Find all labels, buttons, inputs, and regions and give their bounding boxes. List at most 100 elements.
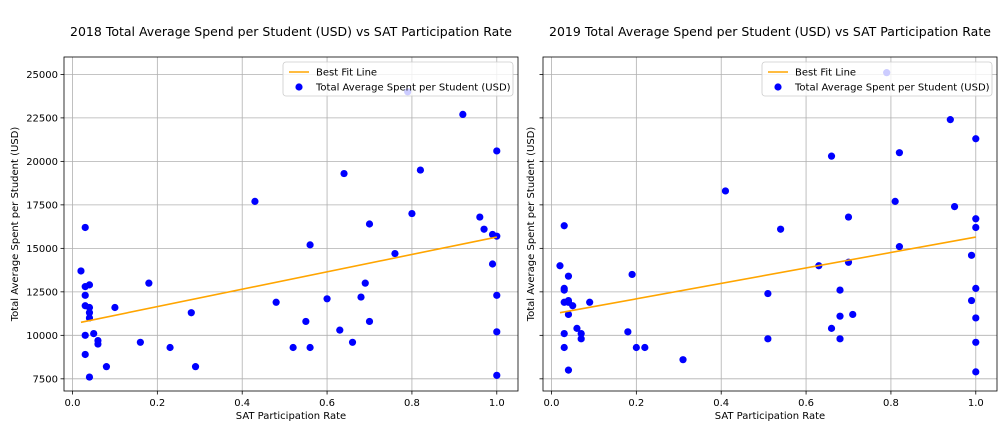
scatter-point: [569, 302, 577, 310]
scatter-point: [289, 343, 297, 352]
plot-frame: [542, 56, 998, 392]
scatter-point: [967, 251, 976, 259]
legend-label: Best Fit Line: [316, 68, 377, 79]
scatter-point: [946, 116, 954, 124]
scatter-point: [972, 338, 980, 346]
scatter-point: [102, 363, 111, 371]
scatter-point: [408, 209, 416, 218]
scatter-point: [764, 289, 772, 298]
scatter-point: [849, 310, 857, 319]
scatter-point: [844, 213, 853, 221]
x-tick-label: 0.0: [544, 398, 560, 409]
scatter-point: [85, 303, 94, 312]
scatter-point: [624, 328, 632, 336]
x-tick-label: 0.8: [883, 398, 899, 409]
x-tick-label: 0.8: [404, 398, 420, 409]
y-tick-label: 22500: [26, 113, 58, 124]
scatter-point: [493, 232, 501, 240]
legend-label: Best Fit Line: [795, 68, 856, 79]
scatter-point: [111, 303, 119, 312]
x-tick-label: 0.0: [65, 398, 81, 409]
x-tick-label: 0.6: [798, 398, 814, 409]
scatter-point: [272, 298, 280, 306]
scatter-point: [77, 267, 85, 275]
scatter-point: [251, 197, 259, 205]
scatter-point: [721, 187, 730, 195]
scatter-point: [306, 241, 314, 249]
scatter-point: [972, 135, 980, 143]
chart-title: 2018 Total Average Spend per Student (US…: [70, 24, 512, 39]
y-tick-label: 25000: [26, 70, 58, 81]
scatter-point: [361, 279, 369, 287]
scatter-point: [493, 328, 501, 336]
legend-box: [282, 61, 514, 97]
scatter-point: [85, 309, 94, 317]
scatter-point: [81, 350, 89, 359]
legend-label: Total Average Spent per Student (USD): [794, 83, 990, 94]
legend-point-swatch: [295, 83, 303, 91]
scatter-point: [560, 222, 568, 230]
y-tick-label: 15000: [26, 244, 58, 255]
scatter-point: [827, 324, 836, 332]
x-tick-label: 0.6: [319, 398, 335, 409]
y-tick-label: 10000: [26, 331, 58, 342]
scatter-point: [493, 147, 501, 155]
scatter-point: [632, 343, 640, 352]
scatter-point: [577, 335, 585, 343]
scatter-point: [85, 281, 94, 289]
scatter-point: [641, 343, 649, 352]
y-tick-label: 20000: [26, 157, 58, 168]
scatter-point: [94, 340, 102, 348]
legend-box: [761, 61, 993, 97]
scatter-point: [85, 373, 94, 381]
chart-title: 2019 Total Average Spend per Student (US…: [549, 24, 991, 39]
best-fit-line: [80, 236, 497, 324]
x-tick-label: 0.4: [713, 398, 729, 409]
x-tick-label: 0.2: [149, 398, 165, 409]
scatter-point: [556, 262, 564, 270]
chart-2019: 2019 Total Average Spend per Student (US…: [526, 24, 998, 422]
scatter-point: [895, 149, 904, 157]
scatter-point: [764, 335, 772, 343]
scatter-point: [90, 329, 98, 338]
x-tick-label: 1.0: [968, 398, 984, 409]
scatter-point: [81, 291, 89, 299]
scatter-point: [573, 324, 581, 332]
x-tick-label: 1.0: [489, 398, 505, 409]
scatter-point: [836, 335, 844, 343]
legend-label: Total Average Spent per Student (USD): [315, 83, 511, 94]
scatter-point: [564, 366, 573, 374]
x-tick-label: 0.2: [628, 398, 644, 409]
scatter-point: [560, 286, 568, 294]
scatter-point: [336, 326, 344, 334]
scatter-point: [972, 284, 980, 292]
scatter-point: [493, 371, 501, 379]
scatter-point: [81, 223, 89, 232]
scatter-point: [187, 309, 195, 317]
scatter-point: [836, 286, 844, 294]
scatter-point: [302, 317, 310, 326]
scatter-point: [365, 220, 374, 228]
scatter-point: [972, 215, 980, 223]
scatter-point: [560, 343, 568, 352]
scatter-point: [628, 270, 636, 279]
scatter-point: [972, 368, 980, 376]
scatter-point: [777, 225, 785, 233]
y-axis-label: Total Average Spent per Student (USD): [526, 127, 537, 323]
scatter-point: [365, 317, 374, 326]
scatter-point: [972, 314, 980, 322]
scatter-point: [564, 310, 573, 319]
scatter-point: [81, 331, 89, 339]
scatter-point: [972, 223, 980, 232]
scatter-point: [191, 363, 200, 371]
scatter-point: [476, 213, 484, 221]
scatter-point: [323, 295, 331, 303]
scatter-point: [577, 329, 585, 338]
scatter-point: [145, 279, 153, 287]
y-axis-label: Total Average Spent per Student (USD): [10, 127, 21, 323]
scatter-point: [950, 203, 959, 211]
scatter-point: [564, 272, 573, 280]
scatter-point: [827, 152, 836, 160]
plot-frame: [63, 56, 519, 392]
